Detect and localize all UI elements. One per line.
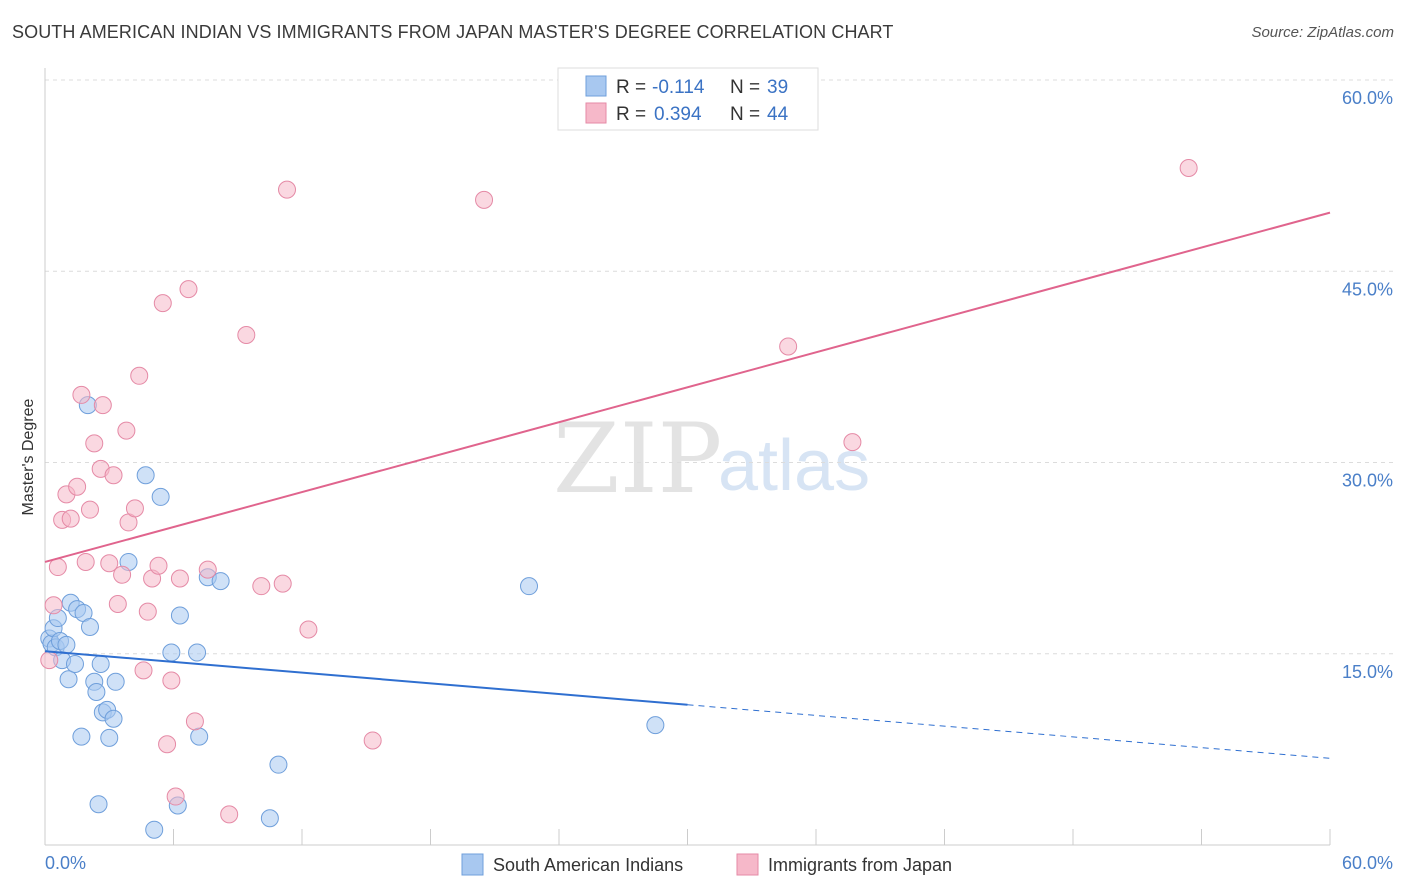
data-point	[843, 433, 862, 452]
data-point	[278, 180, 297, 199]
data-point	[520, 577, 539, 596]
data-point	[85, 434, 104, 453]
data-point	[475, 190, 494, 209]
data-point	[61, 509, 80, 528]
trend-line-south-american-indians-projection	[687, 704, 1331, 759]
data-point	[59, 670, 78, 689]
legend-n-value-0: 39	[767, 77, 788, 98]
data-point	[252, 577, 271, 596]
data-point	[363, 731, 382, 750]
data-point	[190, 727, 209, 746]
chart-title: SOUTH AMERICAN INDIAN VS IMMIGRANTS FROM…	[12, 22, 894, 42]
data-point	[117, 421, 136, 440]
data-point	[237, 326, 256, 344]
legend-r-label-0: R =	[616, 77, 646, 98]
data-point	[134, 661, 153, 680]
data-point	[136, 466, 155, 485]
legend-n-label-1: N =	[730, 104, 760, 125]
data-point	[198, 560, 217, 579]
data-point	[93, 396, 112, 415]
data-point	[153, 294, 172, 313]
data-point	[273, 574, 292, 593]
data-point	[91, 654, 110, 673]
data-point	[40, 651, 59, 670]
data-point	[80, 500, 99, 519]
trend-lines	[44, 211, 1331, 759]
data-point	[104, 466, 123, 485]
data-point	[779, 337, 798, 356]
trend-line-immigrants-from-japan	[44, 211, 1331, 563]
y-tick-label-15: 15.0%	[1342, 662, 1393, 682]
watermark-zip: ZIP	[553, 403, 722, 515]
legend-n-value-1: 44	[767, 104, 789, 125]
data-point	[299, 620, 318, 639]
data-point	[80, 617, 99, 636]
y-axis-label: Master's Degree	[20, 398, 37, 515]
data-point	[100, 554, 119, 573]
watermark: ZIP atlas	[553, 403, 870, 515]
y-tick-label-60: 60.0%	[1342, 88, 1393, 108]
data-point	[145, 820, 164, 839]
data-point	[1179, 158, 1198, 177]
data-point	[130, 366, 149, 385]
data-point	[44, 596, 63, 615]
data-point	[72, 385, 91, 404]
bottom-legend-swatch-1	[736, 853, 759, 876]
y-tick-label-45: 45.0%	[1342, 279, 1393, 299]
data-point	[106, 672, 125, 691]
data-point	[57, 635, 76, 654]
legend-swatch-blue	[585, 75, 607, 97]
stats-legend: R = -0.114 N = 39 R = 0.394 N = 44	[557, 67, 819, 131]
data-point	[158, 735, 177, 754]
x-tick-labels: 0.0% 60.0%	[45, 853, 1393, 873]
data-point	[100, 728, 119, 747]
bottom-legend-swatch-0	[461, 853, 484, 876]
data-point	[87, 683, 106, 701]
bottom-legend-label-1: Immigrants from Japan	[768, 855, 952, 875]
data-point	[162, 671, 181, 690]
data-point	[125, 499, 144, 518]
series-south-american-indians	[40, 396, 665, 839]
data-point	[108, 595, 127, 614]
data-point	[185, 712, 204, 731]
bottom-legend-label-0: South American Indians	[493, 855, 683, 875]
data-point	[166, 787, 185, 806]
y-tick-label-30: 30.0%	[1342, 471, 1393, 491]
data-point	[149, 556, 168, 575]
data-point	[162, 643, 181, 662]
data-point	[211, 572, 230, 591]
data-point	[170, 606, 189, 625]
data-point	[170, 569, 189, 588]
data-point	[68, 477, 87, 496]
legend-r-value-0: -0.114	[652, 77, 705, 98]
legend-r-value-1: 0.394	[654, 104, 702, 125]
data-point	[113, 565, 132, 584]
x-tick-label-min: 0.0%	[45, 853, 86, 873]
x-tick-label-max: 60.0%	[1342, 853, 1393, 873]
source-credit: Source: ZipAtlas.com	[1251, 24, 1394, 41]
data-point	[220, 805, 239, 824]
data-point	[260, 809, 279, 828]
series-legend: South American Indians Immigrants from J…	[461, 853, 952, 876]
data-point	[72, 727, 91, 746]
data-point	[151, 487, 170, 506]
trend-line-south-american-indians	[44, 650, 688, 706]
data-point	[65, 654, 84, 673]
legend-n-label-0: N =	[730, 77, 760, 98]
data-point	[646, 716, 665, 735]
data-point	[76, 552, 95, 571]
y-tick-labels: 15.0% 30.0% 45.0% 60.0%	[1342, 88, 1393, 682]
data-point	[269, 755, 288, 774]
data-point	[138, 602, 157, 621]
series-immigrants-from-japan	[40, 158, 1198, 824]
data-point	[188, 643, 207, 662]
legend-swatch-pink	[585, 102, 607, 124]
axes	[44, 68, 1331, 846]
data-point	[89, 795, 108, 814]
data-point	[179, 280, 198, 299]
legend-r-label-1: R =	[616, 104, 646, 125]
data-point	[104, 709, 123, 728]
